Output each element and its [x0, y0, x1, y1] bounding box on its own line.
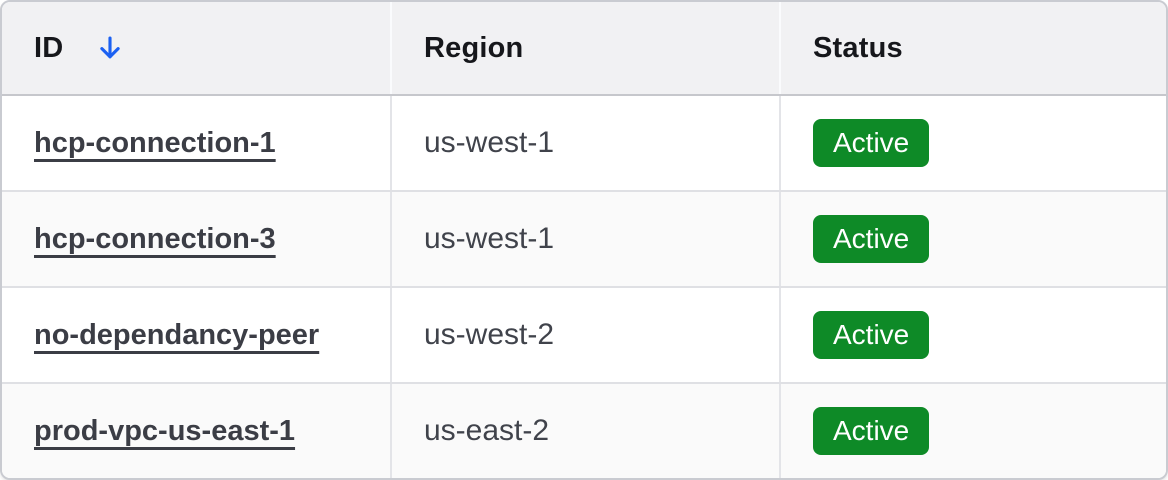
column-header-region: Region	[390, 2, 779, 94]
cell-region: us-west-2	[390, 288, 779, 382]
connection-link[interactable]: hcp-connection-3	[34, 222, 276, 255]
cell-id: no-dependancy-peer	[2, 288, 390, 382]
column-header-region-label: Region	[424, 31, 524, 64]
cell-status: Active	[779, 96, 1166, 190]
arrow-down-icon	[95, 33, 125, 63]
region-value: us-east-2	[424, 414, 550, 447]
cell-status: Active	[779, 192, 1166, 286]
cell-status: Active	[779, 384, 1166, 478]
connection-link[interactable]: prod-vpc-us-east-1	[34, 414, 296, 447]
region-value: us-west-1	[424, 222, 555, 255]
column-header-id[interactable]: ID	[2, 2, 390, 94]
cell-id: prod-vpc-us-east-1	[2, 384, 390, 478]
cell-status: Active	[779, 288, 1166, 382]
cell-region: us-west-1	[390, 192, 779, 286]
table-row: hcp-connection-3 us-west-1 Active	[2, 190, 1166, 286]
cell-region: us-west-1	[390, 96, 779, 190]
status-badge: Active	[813, 119, 930, 167]
status-badge: Active	[813, 215, 930, 263]
table-row: no-dependancy-peer us-west-2 Active	[2, 286, 1166, 382]
cell-id: hcp-connection-1	[2, 96, 390, 190]
connection-link[interactable]: hcp-connection-1	[34, 126, 276, 159]
status-badge: Active	[813, 311, 930, 359]
column-header-id-label: ID	[34, 31, 64, 64]
connection-link[interactable]: no-dependancy-peer	[34, 318, 320, 351]
table-row: prod-vpc-us-east-1 us-east-2 Active	[2, 382, 1166, 478]
cell-id: hcp-connection-3	[2, 192, 390, 286]
region-value: us-west-1	[424, 126, 555, 159]
region-value: us-west-2	[424, 318, 555, 351]
column-header-status-label: Status	[813, 31, 903, 64]
table-row: hcp-connection-1 us-west-1 Active	[2, 96, 1166, 190]
cell-region: us-east-2	[390, 384, 779, 478]
status-badge: Active	[813, 407, 930, 455]
table-header-row: ID Region Status	[2, 2, 1166, 96]
column-header-status: Status	[779, 2, 1166, 94]
